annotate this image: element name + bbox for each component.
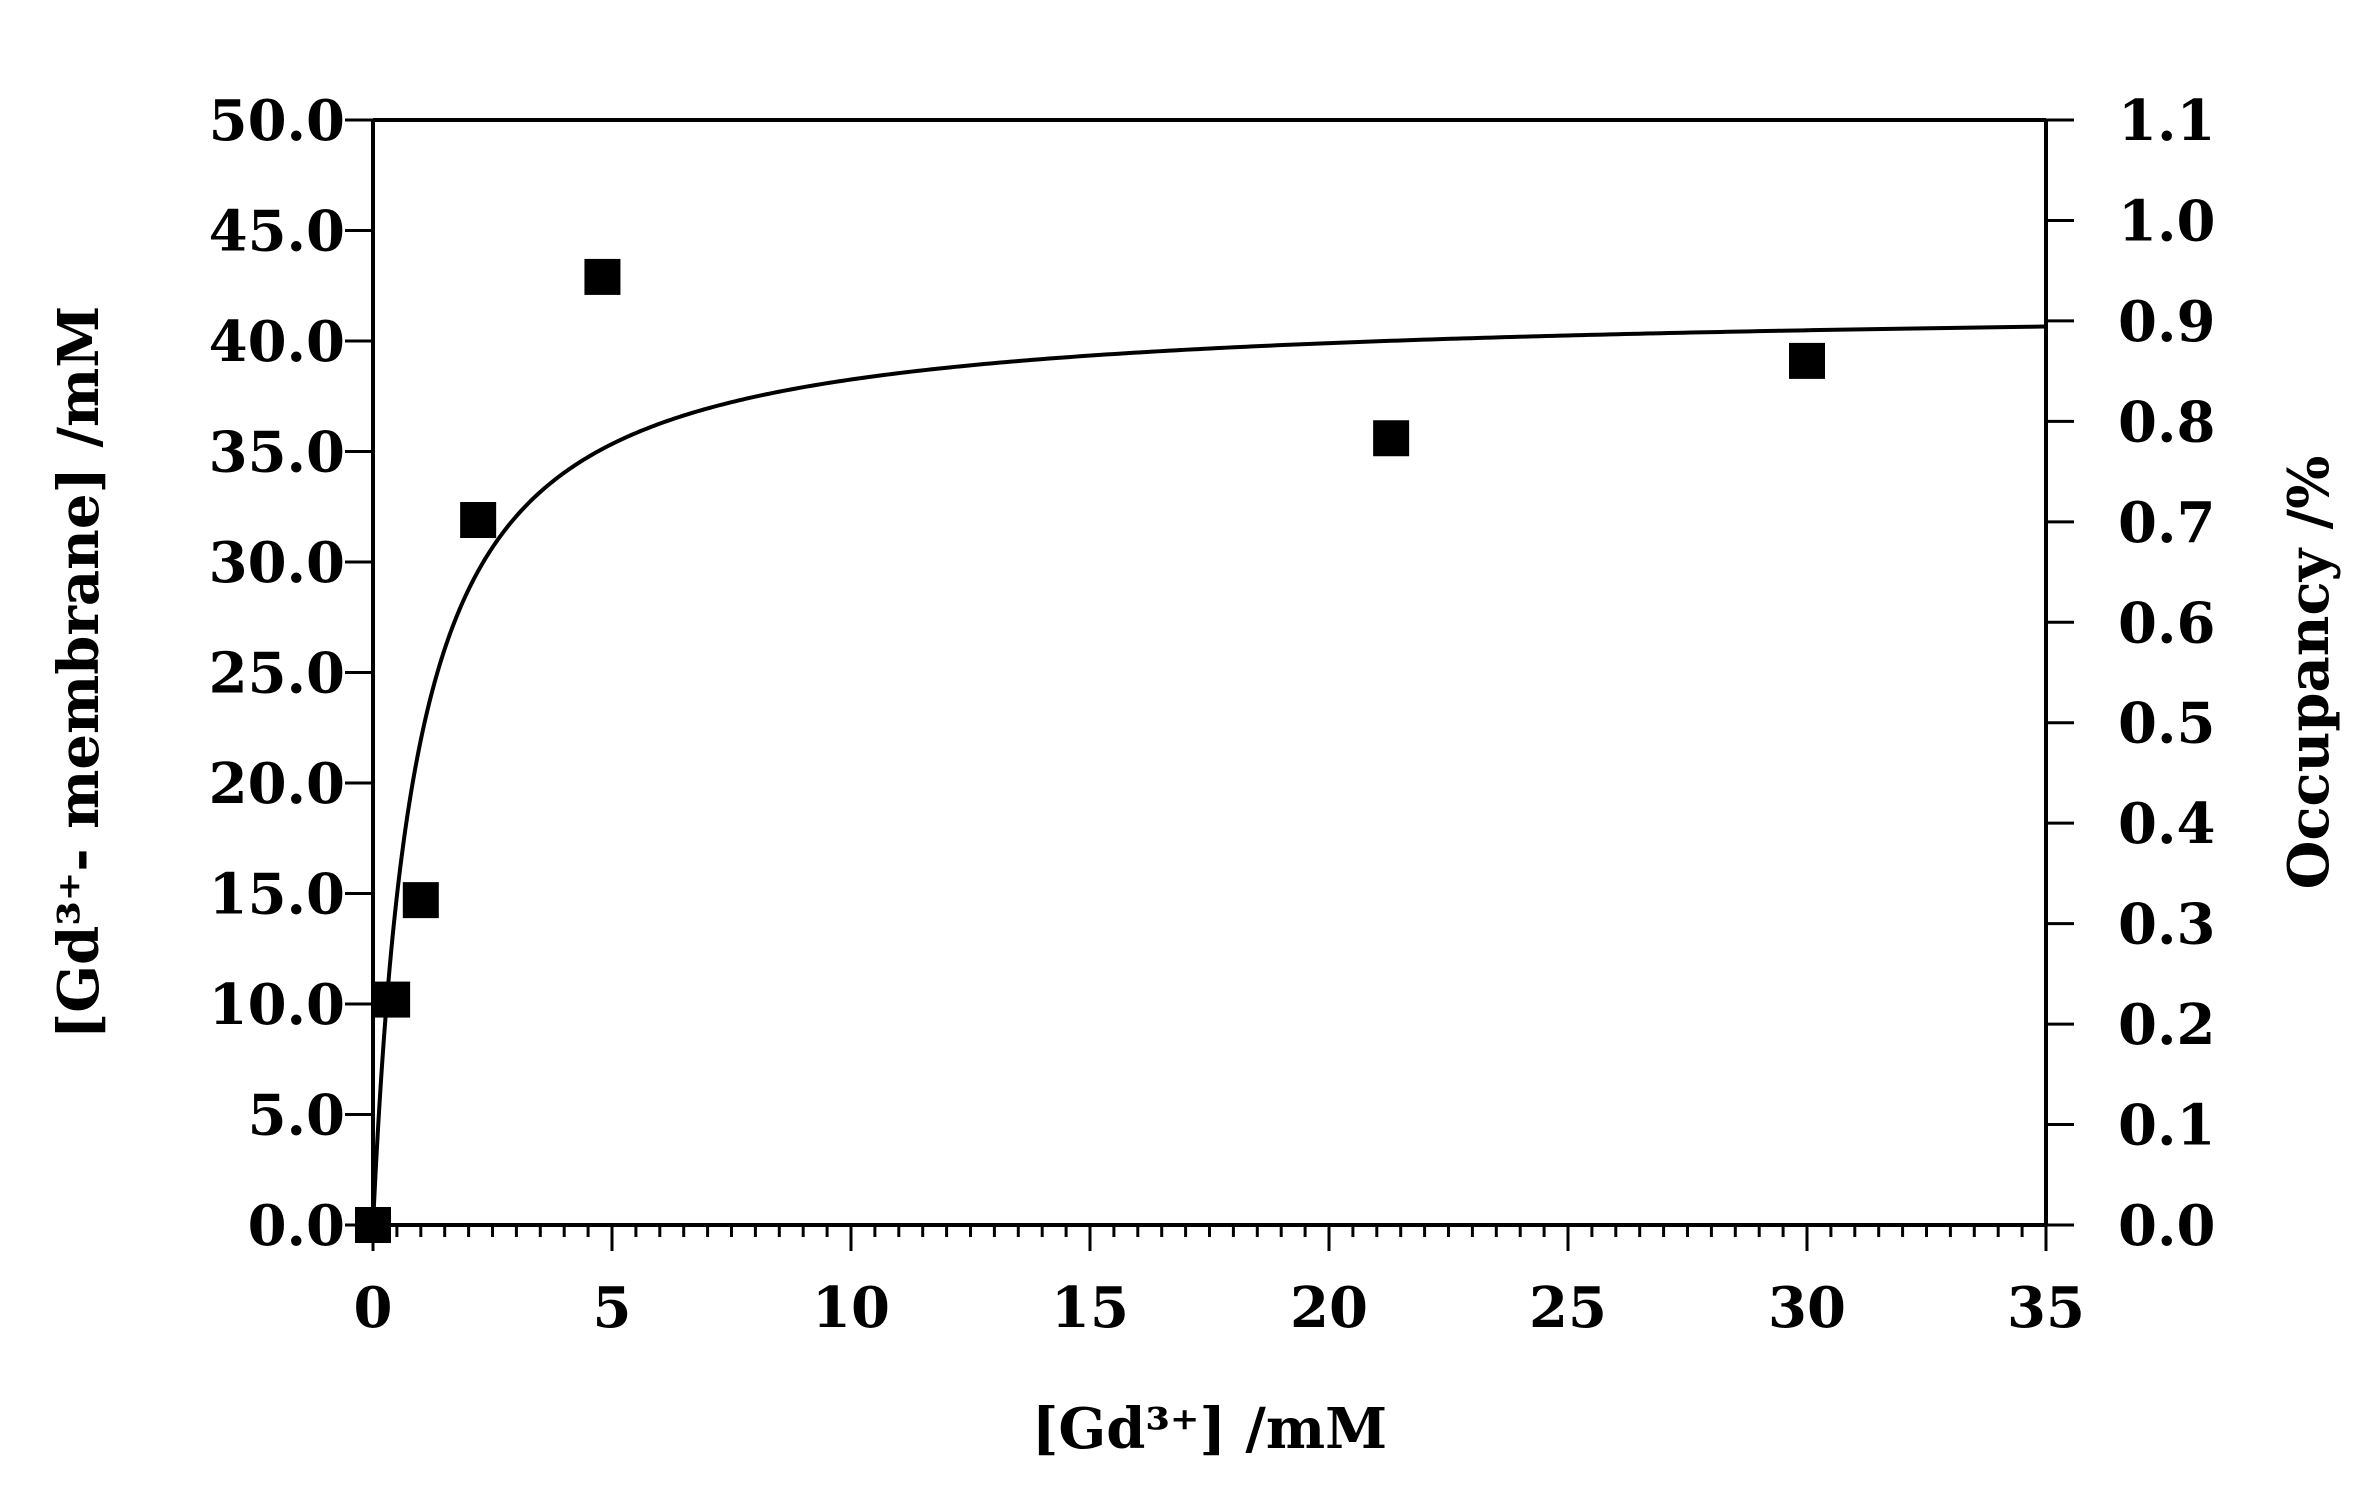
y-right-tick-label: 0.8: [2118, 389, 2215, 455]
y-right-tick-label: 0.2: [2118, 992, 2215, 1058]
y-right-tick-label: 0.0: [2118, 1193, 2215, 1259]
data-point: [584, 258, 621, 295]
y-right-tick-label: 1.0: [2118, 188, 2215, 254]
y-right-tick-label: 0.3: [2118, 892, 2215, 958]
y-right-tick-label: 0.6: [2118, 590, 2215, 656]
data-point: [460, 502, 497, 539]
y-right-tick-label: 0.1: [2118, 1093, 2215, 1159]
data-point: [1789, 342, 1825, 379]
y-axis-left-ticks: 0.0 5.0 10.0 15.0 20.0 25.0 30.0 35.0 40.0 45.0 50…: [209, 88, 373, 1259]
data-point: [402, 882, 439, 919]
y-right-tick-label: 0.9: [2118, 289, 2215, 355]
x-tick-label: 5: [593, 1275, 632, 1341]
x-axis-title: [Gd³⁺] /mM: [1032, 1396, 1387, 1462]
y-right-tick-label: 1.1: [2118, 88, 2215, 154]
y-left-tick-label: 30.0: [209, 530, 345, 596]
y-left-tick-label: 35.0: [209, 420, 345, 486]
axes-frame: [371, 118, 2048, 1227]
y-right-tick-label: 0.4: [2118, 791, 2215, 857]
x-tick-label: 10: [812, 1275, 890, 1341]
y-left-tick-label: 45.0: [209, 199, 345, 265]
y-right-tick-label: 0.7: [2118, 490, 2215, 556]
y-axis-right-ticks: 0.0 0.1 0.2 0.3 0.4 0.5 0.6 0.7 0.8 0.9 1.0 1.1: [2046, 88, 2215, 1259]
data-point: [374, 981, 411, 1018]
y-left-tick-label: 25.0: [209, 641, 345, 707]
y-left-tick-label: 40.0: [209, 309, 345, 375]
x-tick-label: 35: [2007, 1275, 2085, 1341]
x-tick-label: 20: [1290, 1275, 1368, 1341]
fit-curve: [371, 324, 2047, 1226]
data-point: [355, 1207, 391, 1243]
x-tick-label: 25: [1529, 1275, 1607, 1341]
x-tick-label: 30: [1768, 1275, 1846, 1341]
y-axis-right-title: Occupancy /%: [2276, 456, 2342, 890]
x-axis-ticks: 0 5 10 15 20 25 30 35: [354, 1225, 2085, 1341]
y-left-tick-label: 10.0: [209, 972, 345, 1038]
data-points: [355, 258, 1825, 1243]
y-left-tick-label: 5.0: [248, 1083, 345, 1149]
data-point: [1373, 420, 1410, 457]
y-left-tick-label: 0.0: [248, 1193, 345, 1259]
y-left-tick-label: 15.0: [209, 862, 345, 928]
y-right-tick-label: 0.5: [2118, 691, 2215, 757]
x-tick-label: 0: [354, 1275, 393, 1341]
y-axis-left-title: [Gd³⁺- membrane] /mM: [46, 306, 112, 1039]
y-left-tick-label: 50.0: [209, 88, 345, 154]
x-tick-label: 15: [1051, 1275, 1129, 1341]
y-left-tick-label: 20.0: [209, 751, 345, 817]
